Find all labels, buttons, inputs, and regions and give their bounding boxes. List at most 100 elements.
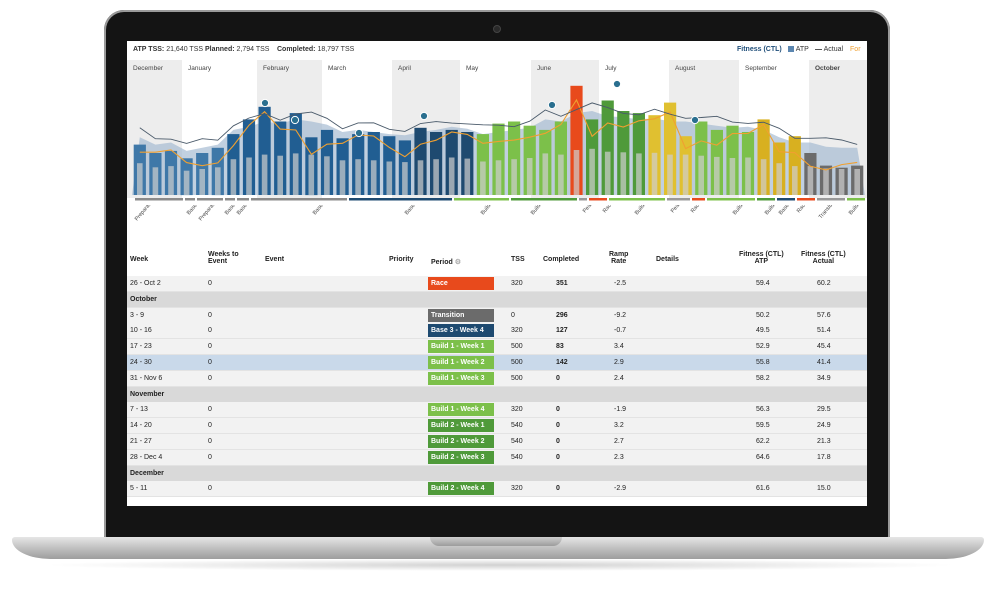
planned-bar	[370, 160, 377, 195]
phase-label: Base 3	[404, 205, 420, 216]
ctl-atp-cell: 59.5	[756, 422, 770, 430]
legend-atp[interactable]: ATP	[795, 46, 809, 53]
period-badge[interactable]: Build 1 - Week 3	[428, 371, 494, 385]
planned-bar	[558, 154, 564, 195]
event-trophy-icon	[419, 111, 429, 121]
table-row[interactable]: 26 - Oct 2 0 Race 320 351 -2.5 59.4 60.2	[127, 276, 867, 292]
completed-cell: 142	[556, 359, 568, 366]
planned-bar	[651, 152, 658, 195]
event-trophy-icon	[354, 128, 364, 138]
ctl-atp-cell: 56.3	[756, 406, 770, 414]
weeks-to-event-cell: 0	[208, 485, 212, 493]
header-ramp-rate[interactable]: Ramp Rate	[609, 251, 629, 265]
planned-bar	[745, 157, 751, 195]
phase-bar	[589, 198, 607, 201]
phase-bar	[667, 198, 690, 201]
laptop-shadow	[40, 559, 960, 571]
phase-label: Build 1	[634, 205, 649, 216]
table-row[interactable]: 14 - 20 0 Build 2 - Week 1 540 0 3.2 59.5 24.9	[127, 418, 867, 435]
legend-form[interactable]: For	[850, 46, 861, 53]
header-details[interactable]: Details	[656, 256, 679, 263]
week-cell: 7 - 13	[130, 406, 148, 414]
weeks-to-event-cell: 0	[208, 311, 212, 319]
planned-bar	[448, 157, 455, 195]
header-weeks-to-event[interactable]: Weeks to Event	[208, 251, 239, 265]
planned-bar	[511, 159, 517, 195]
header-priority[interactable]: Priority	[389, 256, 414, 263]
legend-fitness[interactable]: Fitness (CTL)	[737, 46, 782, 53]
table-row[interactable]: 31 - Nov 6 0 Build 1 - Week 3 500 0 2.4 58.2 34…	[127, 370, 867, 387]
table-row[interactable]: 5 - 11 0 Build 2 - Week 4 320 0 -2.9 61.6 15.0	[127, 481, 867, 498]
ctl-actual-cell: 21.3	[817, 438, 831, 445]
phase-bar	[251, 198, 347, 201]
header-period[interactable]: Period ⚙	[431, 259, 462, 266]
phase-bar	[817, 198, 845, 201]
ctl-atp-cell: 59.4	[756, 280, 770, 287]
planned-bar	[589, 148, 595, 195]
chart-legend: Fitness (CTL) ATP Actual For	[737, 46, 861, 53]
period-badge[interactable]: Build 1 - Week 1	[428, 340, 494, 354]
table-row[interactable]: 7 - 13 0 Build 1 - Week 4 320 0 -1.9 56.3 29.5	[127, 402, 867, 419]
atp-swatch-icon	[787, 46, 794, 53]
phase-bar	[454, 198, 509, 201]
period-badge[interactable]: Build 1 - Week 2	[428, 356, 494, 369]
header-completed[interactable]: Completed	[543, 256, 580, 263]
planned-bar	[386, 161, 393, 195]
week-cell: 28 - Dec 4	[130, 453, 163, 461]
month-label: August	[675, 65, 695, 72]
tss-cell: 320	[511, 280, 523, 287]
completed-cell: 0	[556, 406, 560, 414]
training-chart[interactable]: December January February March April May June…	[127, 60, 867, 205]
planned-bar	[823, 168, 829, 195]
period-badge[interactable]: Build 2 - Week 4	[428, 482, 494, 496]
ramp-rate-cell: -0.7	[614, 327, 627, 335]
table-row[interactable]: 17 - 23 0 Build 1 - Week 1 500 83 3.4 52.9 45.4	[127, 339, 867, 356]
legend-actual[interactable]: Actual	[823, 46, 844, 53]
planned-tss-stat: Planned: 2,794 TSS	[205, 46, 270, 53]
table-row[interactable]: 10 - 16 0 Base 3 - Week 4 320 127 -0.7 49.5 51.…	[127, 323, 867, 340]
month-label: June	[537, 65, 551, 72]
period-badge[interactable]: Build 2 - Week 1	[428, 419, 494, 433]
actual-bar	[788, 136, 801, 195]
planned-bar	[620, 152, 627, 195]
ctl-atp-cell: 55.8	[756, 359, 770, 366]
period-badge[interactable]: Transition	[428, 308, 494, 322]
ctl-atp-cell: 49.5	[756, 327, 770, 335]
tss-cell: 500	[511, 374, 523, 382]
tss-cell: 0	[511, 311, 515, 319]
table-row[interactable]: 24 - 30 0 Build 1 - Week 2 500 142 2.9 55.8 41.…	[127, 355, 867, 371]
planned-bar	[729, 158, 736, 195]
phase-label: Race	[602, 205, 615, 214]
table-row[interactable]: 3 - 9 0 Transition 0 296 -9.2 50.2 57.6	[127, 307, 867, 324]
period-badge[interactable]: Build 2 - Week 3	[428, 450, 494, 464]
phase-bar	[197, 198, 223, 201]
table-row[interactable]: 28 - Dec 4 0 Build 2 - Week 3 540 0 2.3 64.6 17…	[127, 449, 867, 466]
period-badge[interactable]: Build 2 - Week 2	[428, 435, 494, 448]
period-badge[interactable]: Base 3 - Week 4	[428, 324, 494, 338]
phase-bar	[707, 198, 755, 201]
header-ctl-actual[interactable]: Fitness (CTL) Actual	[801, 251, 846, 265]
phase-bar	[237, 198, 249, 201]
phase-label: Race	[796, 205, 809, 214]
laptop-base	[12, 537, 984, 559]
header-week[interactable]: Week	[130, 256, 149, 263]
header-tss[interactable]: TSS	[511, 256, 525, 263]
planned-bar	[199, 169, 205, 195]
phase-label: Preparation	[134, 205, 157, 222]
table-row[interactable]: 21 - 27 0 Build 2 - Week 2 540 0 2.7 62.2 21.3	[127, 434, 867, 450]
gear-icon[interactable]: ⚙	[454, 259, 462, 266]
ramp-rate-cell: 2.7	[614, 438, 624, 445]
month-label: May	[466, 65, 479, 72]
actual-bar	[570, 85, 583, 195]
phase-bar	[609, 198, 665, 201]
header-event[interactable]: Event	[265, 256, 285, 263]
phase-bar	[777, 198, 795, 201]
period-badge[interactable]: Race	[428, 277, 494, 290]
phase-label: Race	[690, 205, 703, 214]
ctl-atp-cell: 52.9	[756, 343, 770, 351]
period-badge[interactable]: Build 1 - Week 4	[428, 403, 494, 417]
header-ctl-atp[interactable]: Fitness (CTL) ATP	[739, 251, 784, 265]
phase-bar	[579, 198, 587, 201]
phase-label: Build 2	[764, 205, 779, 216]
laptop-notch	[430, 537, 562, 546]
